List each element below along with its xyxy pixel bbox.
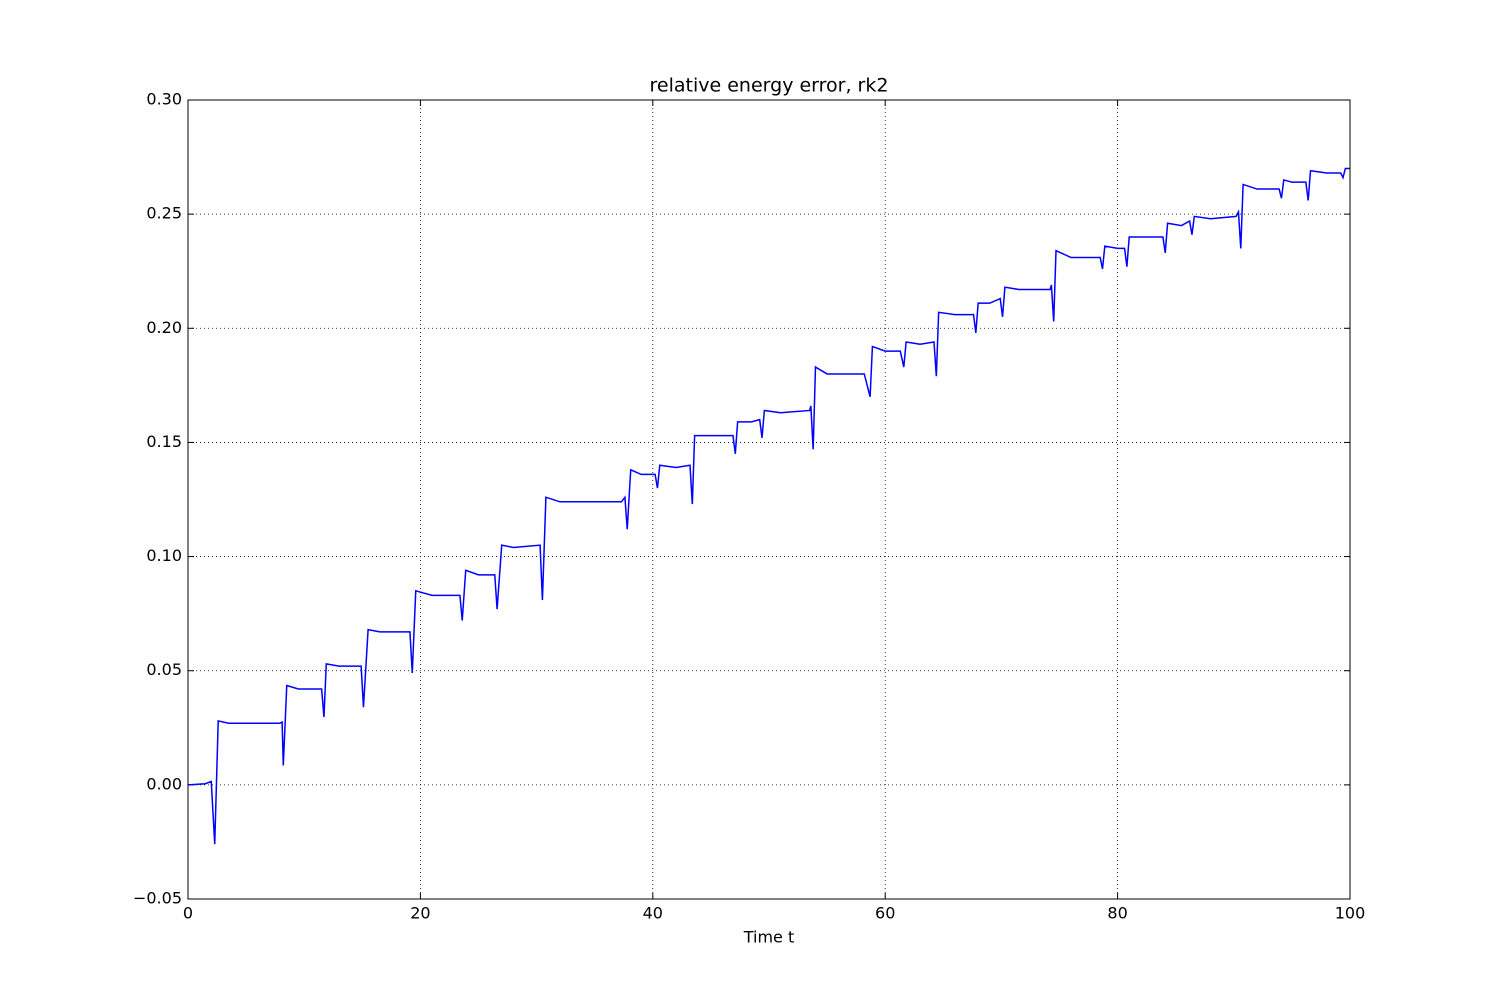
y-tick-label: 0.05 [146,660,182,679]
x-axis-label: Time t [743,928,795,947]
y-tick-label: 0.00 [146,774,182,793]
x-tick-label: 40 [643,904,663,923]
x-tick-label: 60 [875,904,895,923]
y-tick-label: −0.05 [133,889,182,908]
y-tick-label: 0.25 [146,204,182,223]
x-tick-label: 100 [1335,904,1366,923]
plot-frame [187,99,1351,900]
y-tick-label: 0.20 [146,318,182,337]
chart-title: relative energy error, rk2 [650,75,889,97]
x-tick-label: 80 [1107,904,1127,923]
data-line [187,167,1350,845]
x-tick-label: 0 [183,904,193,923]
y-tick-label: 0.10 [146,546,182,565]
y-tick-label: 0.15 [146,432,182,451]
x-tick-label: 20 [410,904,430,923]
y-tick-label: 0.30 [146,90,182,109]
